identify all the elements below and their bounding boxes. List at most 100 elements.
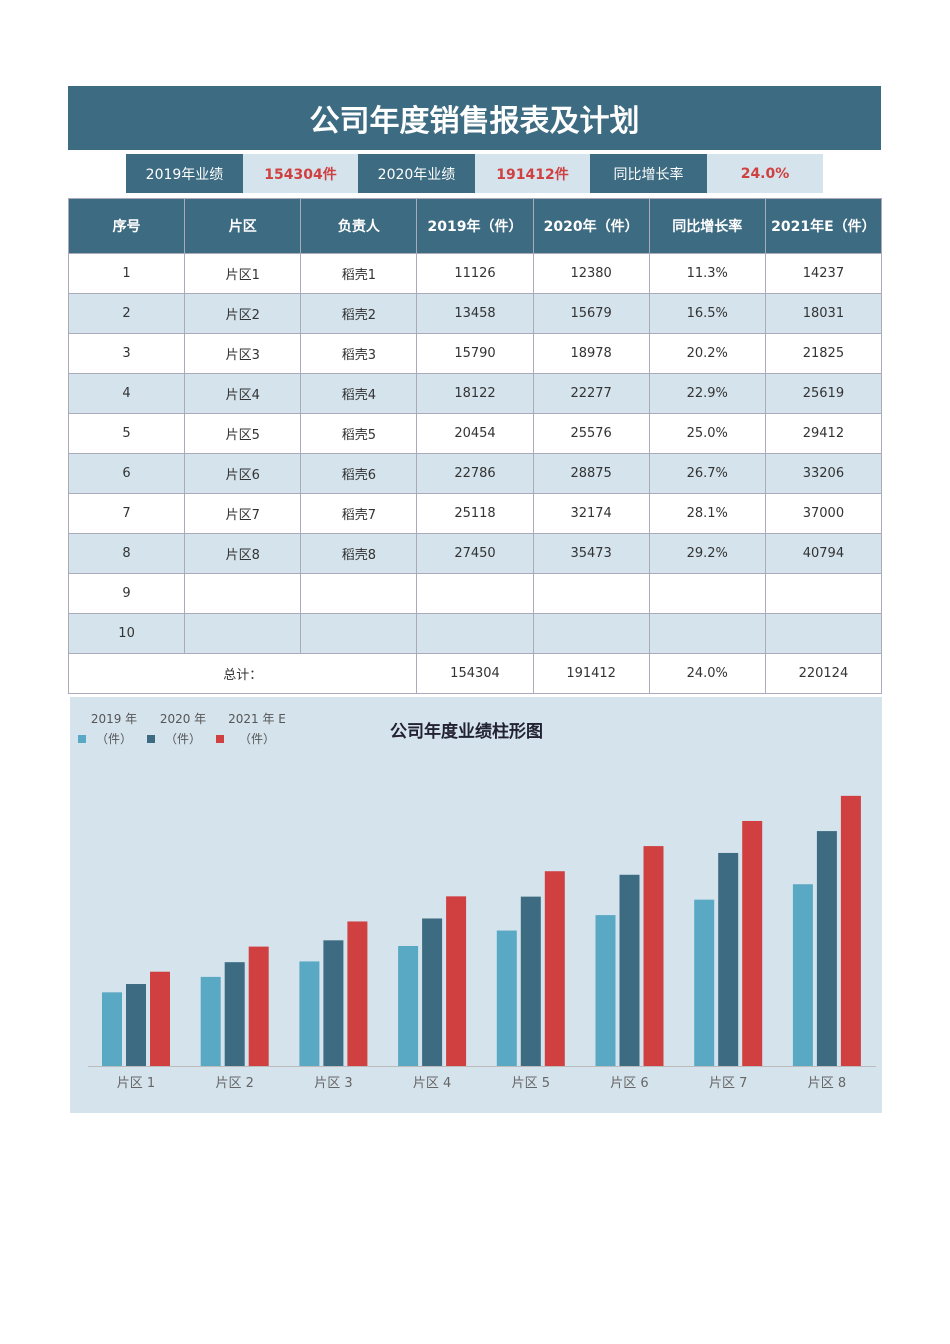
bar [398, 945, 419, 1066]
total-row: 总计： 154304 191412 24.0% 220124 [67, 653, 883, 694]
x-tick-label: 片区 8 [808, 1076, 846, 1091]
table-cell: 片区6 [184, 453, 302, 494]
table-cell: 5 [67, 413, 186, 454]
table-cell [764, 573, 883, 614]
bar [816, 831, 837, 1066]
column-header: 2020年（件） [532, 198, 650, 254]
table-cell: 29.2% [648, 533, 766, 574]
bar [224, 962, 245, 1066]
summary-value-growth: 24.0% [707, 154, 823, 193]
table-cell: 稻壳2 [300, 293, 418, 334]
legend-swatch [78, 735, 86, 743]
table-cell: 片区8 [184, 533, 302, 574]
x-tick-label: 片区 4 [413, 1076, 451, 1091]
table-row: 7 片区7 稻壳7 25118 32174 28.1% 37000 [67, 493, 883, 534]
bar [248, 946, 269, 1066]
column-header: 2019年（件） [416, 198, 534, 254]
bar [544, 871, 565, 1066]
bar [200, 976, 221, 1066]
total-v2019: 154304 [416, 653, 534, 694]
table-cell: 稻壳6 [300, 453, 418, 494]
table-cell: 7 [67, 493, 186, 534]
table-row: 1 片区1 稻壳1 11126 12380 11.3% 14237 [67, 253, 883, 294]
legend-item-2021: 2021 年 E（件） [216, 709, 287, 749]
legend-swatch [216, 735, 224, 743]
table-cell: 28.1% [648, 493, 766, 534]
table-cell: 片区3 [184, 333, 302, 374]
bar [840, 795, 861, 1066]
x-tick-label: 片区 3 [314, 1076, 352, 1091]
table-cell: 18031 [764, 293, 883, 334]
bar [496, 930, 517, 1066]
table-cell: 4 [67, 373, 186, 414]
table-cell: 29412 [764, 413, 883, 454]
table-cell: 14237 [764, 253, 883, 294]
table-cell: 稻壳1 [300, 253, 418, 294]
x-tick-label: 片区 6 [610, 1076, 648, 1091]
bar [792, 884, 813, 1066]
table-cell [764, 613, 883, 654]
table-cell: 27450 [416, 533, 534, 574]
table-cell: 22.9% [648, 373, 766, 414]
table-row: 2 片区2 稻壳2 13458 15679 16.5% 18031 [67, 293, 883, 334]
column-header: 序号 [67, 198, 186, 254]
bar [299, 961, 320, 1066]
table-cell: 2 [67, 293, 186, 334]
table-cell: 28875 [532, 453, 650, 494]
legend-label: 2019 年（件） [90, 712, 138, 746]
table-row: 10 [67, 613, 883, 654]
table-cell: 21825 [764, 333, 883, 374]
table-cell: 片区2 [184, 293, 302, 334]
table-cell: 稻壳3 [300, 333, 418, 374]
column-header: 负责人 [300, 198, 418, 254]
table-cell: 1 [67, 253, 186, 294]
table-row: 8 片区8 稻壳8 27450 35473 29.2% 40794 [67, 533, 883, 574]
bar [520, 896, 541, 1066]
table-cell [184, 573, 302, 614]
bar [694, 899, 715, 1066]
column-header: 2021年E（件） [764, 198, 883, 254]
table-cell: 18122 [416, 373, 534, 414]
bar [595, 915, 616, 1066]
table-cell [184, 613, 302, 654]
table-cell: 26.7% [648, 453, 766, 494]
table-cell: 16.5% [648, 293, 766, 334]
bar [102, 992, 122, 1066]
table-cell [648, 613, 766, 654]
total-label: 总计： [67, 653, 418, 694]
table-cell: 稻壳5 [300, 413, 418, 454]
chart-plot: 片区 1 片区 2 片区 3 片区 4 片区 5 片区 6 片区 7 片区 8 [88, 795, 876, 1091]
x-tick-label: 片区 1 [117, 1076, 155, 1091]
table-cell: 40794 [764, 533, 883, 574]
legend-swatch [147, 735, 155, 743]
bar [619, 874, 640, 1066]
table-cell: 片区5 [184, 413, 302, 454]
legend-label: 2021 年 E（件） [228, 712, 286, 746]
x-tick-label: 片区 5 [512, 1076, 550, 1091]
table-cell: 33206 [764, 453, 883, 494]
table-cell: 稻壳4 [300, 373, 418, 414]
table-cell: 18978 [532, 333, 650, 374]
table-row: 5 片区5 稻壳5 20454 25576 25.0% 29412 [67, 413, 883, 454]
bar [643, 846, 664, 1066]
bar [718, 852, 739, 1066]
table-cell: 15679 [532, 293, 650, 334]
column-header: 片区 [184, 198, 302, 254]
table-cell: 25118 [416, 493, 534, 534]
table-cell [532, 573, 650, 614]
table-cell: 3 [67, 333, 186, 374]
table-cell: 8 [67, 533, 186, 574]
table-cell: 片区4 [184, 373, 302, 414]
table-cell [416, 573, 534, 614]
table-cell: 32174 [532, 493, 650, 534]
table-cell: 25.0% [648, 413, 766, 454]
table-cell: 9 [67, 573, 186, 614]
summary-label-growth: 同比增长率 [590, 154, 707, 193]
table-cell: 稻壳8 [300, 533, 418, 574]
table-cell: 6 [67, 453, 186, 494]
table-cell: 10 [67, 613, 186, 654]
table-cell: 片区7 [184, 493, 302, 534]
table-cell [648, 573, 766, 614]
table-row: 4 片区4 稻壳4 18122 22277 22.9% 25619 [67, 373, 883, 414]
